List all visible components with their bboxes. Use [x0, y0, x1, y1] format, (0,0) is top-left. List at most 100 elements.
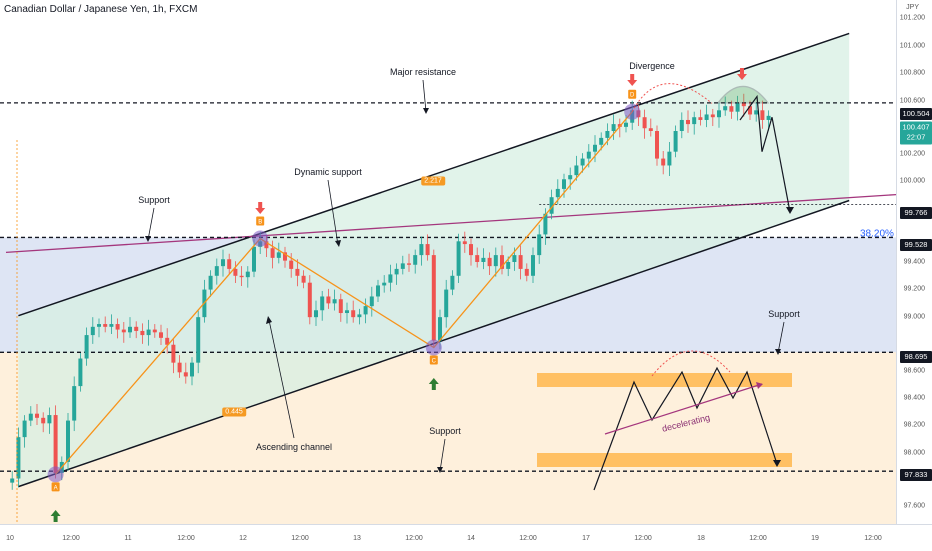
- time-tick: 17: [582, 535, 590, 542]
- price-label-99766: 99.766: [900, 207, 932, 219]
- candle-body: [748, 106, 752, 115]
- candle-body: [35, 413, 39, 418]
- candle-body: [605, 131, 610, 138]
- support-pointer-bottom-head: [437, 467, 443, 473]
- channel-pointer-head: [266, 316, 272, 324]
- candle-body: [456, 241, 461, 276]
- time-tick: 14: [467, 535, 475, 542]
- price-tick: 100.800: [899, 69, 925, 77]
- support-label-right: Support: [768, 309, 800, 319]
- candle-body: [481, 257, 486, 262]
- candle-body: [624, 122, 628, 127]
- candle-body: [710, 114, 715, 118]
- candle-body: [462, 241, 467, 245]
- time-tick: 12:00: [864, 535, 882, 542]
- sell-arrow-top-head: [737, 74, 747, 80]
- candle-body: [16, 437, 21, 479]
- candle-body: [134, 326, 139, 331]
- candle-body: [314, 310, 318, 318]
- candle-body: [704, 114, 709, 120]
- buy-arrow-a-shaft: [53, 516, 58, 522]
- time-tick: 12:00: [291, 535, 309, 542]
- price-tick: 99.000: [903, 313, 925, 321]
- major-resistance-label: Major resistance: [389, 67, 457, 77]
- decelerating-zigzag: [593, 366, 778, 491]
- candle-body: [593, 144, 597, 152]
- time-tick: 12:00: [519, 535, 537, 542]
- time-tick: 19: [811, 535, 819, 542]
- price-tick: 98.000: [903, 449, 925, 457]
- pivot-label-box: [51, 482, 60, 492]
- candle-body: [611, 124, 616, 131]
- time-tick: 11: [124, 535, 132, 542]
- price-label-99528: 99.528: [900, 239, 932, 251]
- candle-body: [562, 179, 566, 189]
- time-tick: 12:00: [62, 535, 80, 542]
- decelerating-trendline: [604, 383, 763, 435]
- resistance-pointer-head: [423, 108, 429, 114]
- candle-body: [568, 175, 573, 180]
- candle-body: [159, 332, 163, 338]
- time-tick: 12:00: [634, 535, 652, 542]
- candle-body: [208, 275, 213, 290]
- price-label-98695: 98.695: [900, 351, 932, 363]
- candle-body: [450, 275, 455, 290]
- candle-body: [512, 255, 517, 262]
- support-pointer-bottom: [439, 438, 446, 472]
- candle-body: [444, 289, 449, 318]
- candle-body: [66, 420, 70, 462]
- candle-body: [493, 255, 498, 267]
- pivot-label: B: [258, 220, 262, 226]
- price-tick: 101.200: [899, 14, 925, 22]
- candle-body: [692, 117, 697, 125]
- candle-body: [741, 103, 746, 107]
- candle-body: [109, 324, 114, 327]
- buy-arrow-c-shaft: [431, 384, 436, 390]
- price-axis[interactable]: JPY 101.200 101.000 100.800 100.600 100.…: [896, 0, 932, 524]
- sell-arrow-top-shaft: [740, 68, 744, 74]
- candle-body: [425, 244, 430, 256]
- candle-body: [419, 244, 424, 256]
- time-tick: 10: [6, 535, 14, 542]
- candle-body: [239, 275, 244, 278]
- candle-body: [252, 246, 256, 272]
- candle-body: [140, 330, 145, 336]
- fib-ratio-badge-upper: 2.217: [421, 176, 445, 186]
- last-price-value: 100.407: [902, 122, 930, 132]
- channel-upper-line: [18, 32, 850, 317]
- candle-body: [549, 197, 554, 214]
- candle-body: [84, 335, 89, 359]
- last-price-label: 100.407 22:07: [900, 121, 932, 145]
- candle-body: [580, 158, 585, 166]
- candle-body: [388, 274, 393, 283]
- candle-body: [518, 255, 523, 269]
- upper-supply-zone: [537, 373, 792, 387]
- channel-pointer: [268, 319, 295, 439]
- candle-body: [729, 106, 734, 112]
- candle-body: [363, 306, 368, 315]
- price-chart[interactable]: A B C D: [0, 0, 896, 524]
- price-tick: 100.200: [899, 150, 925, 158]
- candle-body: [245, 271, 250, 278]
- candle-body: [214, 266, 219, 276]
- candle-body: [357, 314, 362, 318]
- pivot-point-marker: [252, 230, 269, 247]
- time-axis[interactable]: 10 12:00 11 12:00 12 12:00 13 12:00 14 1…: [0, 524, 932, 551]
- decelerating-divergence-arc: [651, 350, 731, 377]
- candle-body: [227, 259, 232, 269]
- symbol-title[interactable]: Canadian Dollar / Japanese Yen, 1h, FXCM: [4, 4, 198, 15]
- pivot-label-box: [429, 355, 438, 365]
- pivot-point-marker: [425, 339, 442, 356]
- candle-body: [574, 165, 579, 176]
- candle-body: [165, 337, 170, 345]
- pivot-zigzag-line: [55, 111, 633, 475]
- support-label-left: Support: [138, 195, 170, 205]
- price-tick: 99.200: [903, 285, 925, 293]
- time-tick: 12:00: [749, 535, 767, 542]
- candle-body: [326, 296, 331, 304]
- ascending-channel-label: Ascending channel: [255, 442, 333, 452]
- candle-body: [648, 128, 653, 131]
- candle-body: [599, 137, 604, 145]
- candle-body: [524, 268, 529, 276]
